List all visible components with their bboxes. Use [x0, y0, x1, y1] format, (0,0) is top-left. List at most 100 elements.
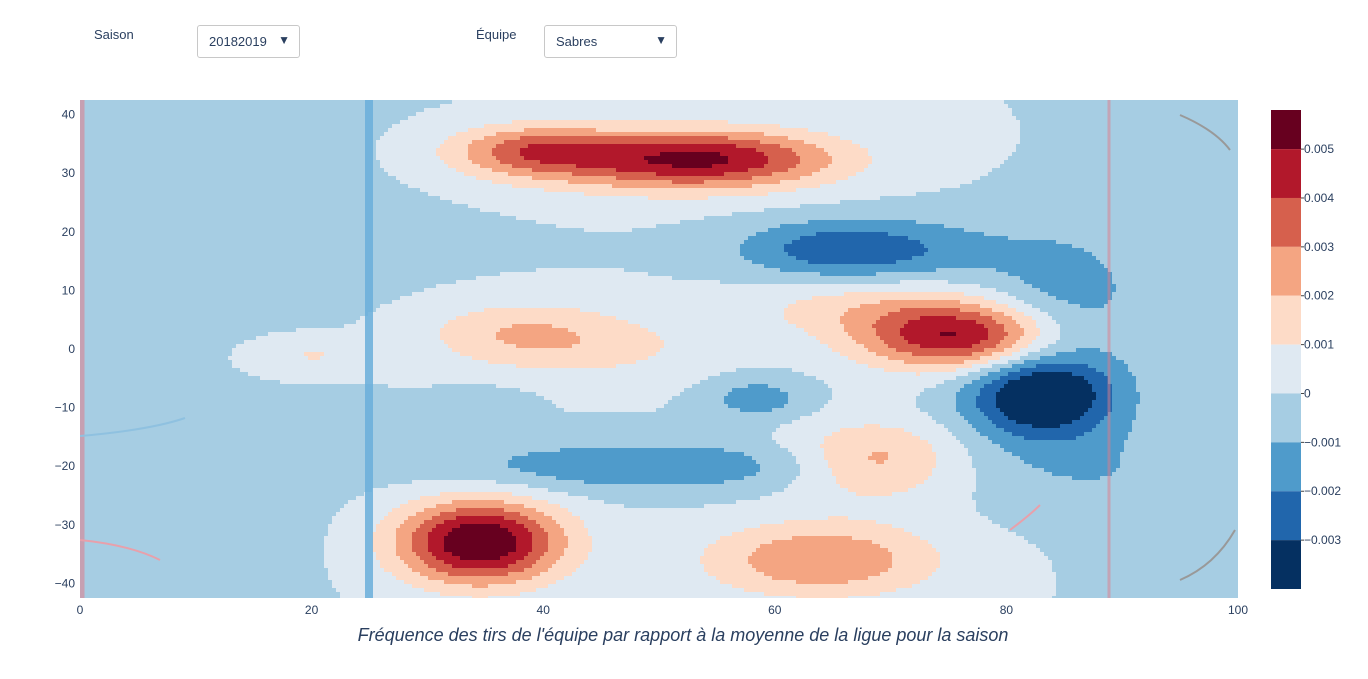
contour-cell — [752, 108, 757, 113]
contour-cell — [1060, 104, 1065, 109]
contour-cell — [416, 120, 421, 125]
contour-cell — [300, 112, 305, 117]
contour-cell — [704, 104, 709, 109]
contour-cell — [200, 100, 205, 105]
contour-cell — [380, 116, 385, 121]
contour-cell — [228, 104, 233, 109]
contour-cell — [740, 116, 745, 121]
contour-cell — [1184, 104, 1189, 109]
contour-cell — [964, 116, 969, 121]
contour-cell — [692, 100, 697, 105]
contour-cell — [1016, 104, 1021, 109]
contour-cell — [196, 100, 201, 105]
contour-cell — [712, 100, 717, 105]
contour-cell — [424, 108, 429, 113]
contour-cell — [156, 120, 161, 125]
contour-cell — [152, 120, 157, 125]
contour-cell — [452, 104, 457, 109]
contour-cell — [92, 116, 97, 121]
contour-cell — [400, 108, 405, 113]
contour-cell — [132, 108, 137, 113]
contour-cell — [732, 116, 737, 121]
contour-cell — [208, 120, 213, 125]
contour-cell — [868, 104, 873, 109]
contour-cell — [564, 108, 569, 113]
contour-cell — [588, 100, 593, 105]
contour-cell — [560, 108, 565, 113]
contour-cell — [264, 100, 269, 105]
contour-cell — [156, 116, 161, 121]
contour-cell — [876, 112, 881, 117]
contour-cell — [240, 120, 245, 125]
contour-cell — [272, 100, 277, 105]
contour-cell — [1116, 100, 1121, 105]
contour-cell — [488, 104, 493, 109]
contour-cell — [960, 116, 965, 121]
contour-cell — [824, 104, 829, 109]
contour-cell — [744, 108, 749, 113]
contour-cell — [312, 120, 317, 125]
contour-cell — [428, 108, 433, 113]
contour-cell — [1100, 116, 1105, 121]
contour-cell — [184, 108, 189, 113]
contour-cell — [220, 116, 225, 121]
contour-cell — [1168, 100, 1173, 105]
contour-cell — [244, 108, 249, 113]
contour-cell — [756, 104, 761, 109]
contour-cell — [788, 104, 793, 109]
contour-cell — [232, 116, 237, 121]
contour-cell — [712, 108, 717, 113]
contour-cell — [840, 112, 845, 117]
contour-cell — [960, 104, 965, 109]
contour-cell — [900, 116, 905, 121]
contour-cell — [260, 108, 265, 113]
contour-cell — [140, 100, 145, 105]
contour-cell — [112, 120, 117, 125]
contour-cell — [692, 108, 697, 113]
contour-cell — [1088, 116, 1093, 121]
contour-cell — [604, 104, 609, 109]
contour-cell — [492, 116, 497, 121]
contour-cell — [520, 112, 525, 117]
contour-cell — [500, 100, 505, 105]
contour-cell — [720, 112, 725, 117]
contour-cell — [420, 104, 425, 109]
contour-cell — [216, 120, 221, 125]
contour-cell — [340, 108, 345, 113]
contour-cell — [308, 120, 313, 125]
contour-cell — [600, 108, 605, 113]
contour-cell — [952, 100, 957, 105]
contour-cell — [756, 116, 761, 121]
contour-cell — [936, 100, 941, 105]
contour-cell — [144, 104, 149, 109]
contour-cell — [116, 112, 121, 117]
contour-cell — [984, 100, 989, 105]
contour-cell — [552, 100, 557, 105]
contour-cell — [1200, 112, 1205, 117]
contour-cell — [824, 108, 829, 113]
contour-cell — [844, 116, 849, 121]
contour-cell — [888, 104, 893, 109]
contour-cell — [1008, 116, 1013, 121]
contour-cell — [276, 120, 281, 125]
contour-cell — [576, 104, 581, 109]
contour-cell — [1148, 108, 1153, 113]
contour-cell — [672, 112, 677, 117]
contour-cell — [1020, 112, 1025, 117]
contour-cell — [360, 108, 365, 113]
contour-cell — [528, 104, 533, 109]
contour-cell — [560, 100, 565, 105]
contour-cell — [280, 104, 285, 109]
contour-cell — [216, 100, 221, 105]
contour-cell — [632, 116, 637, 121]
contour-cell — [496, 116, 501, 121]
contour-cell — [920, 112, 925, 117]
contour-cell — [1088, 104, 1093, 109]
contour-cell — [812, 116, 817, 121]
contour-cell — [228, 116, 233, 121]
contour-cell — [300, 108, 305, 113]
contour-cell — [196, 112, 201, 117]
contour-cell — [768, 100, 773, 105]
contour-cell — [988, 100, 993, 105]
contour-cell — [1140, 100, 1145, 105]
